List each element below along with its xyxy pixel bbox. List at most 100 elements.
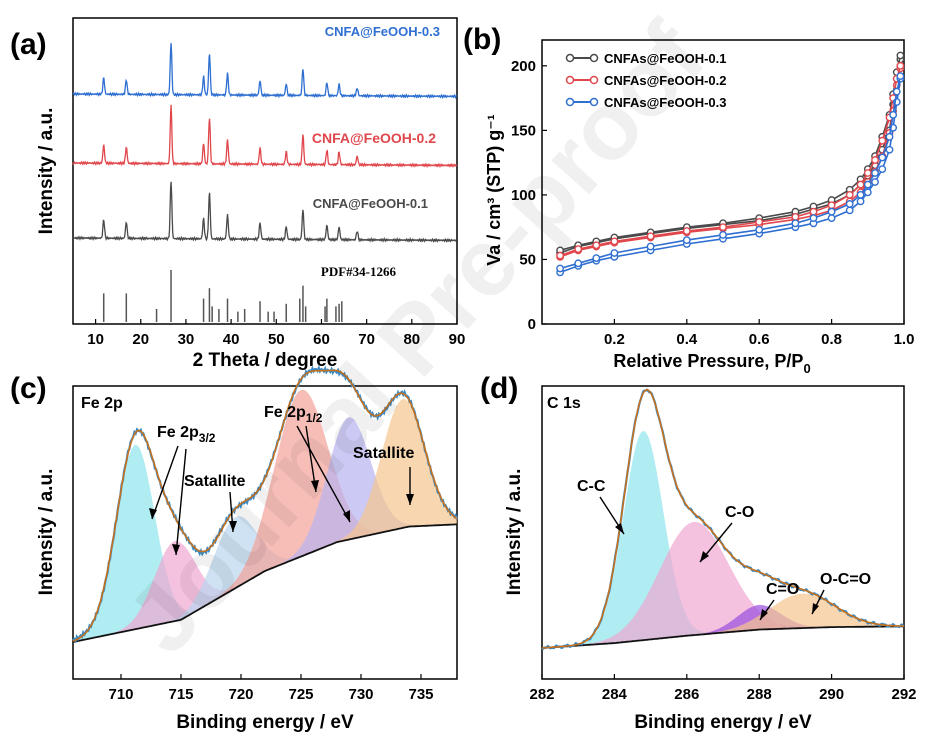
panel-d-frame: [541, 385, 905, 680]
legend-marker-0.1: [565, 53, 575, 63]
isotherm-point: [863, 169, 872, 177]
panel-d-xtick-label: 290: [819, 686, 844, 703]
reference-pdf-label: PDF#34-1266: [321, 264, 397, 279]
isotherm-point: [827, 207, 836, 216]
panel-d-letter: (d): [480, 372, 518, 405]
panel-d-xlabel: Binding energy / eV: [634, 712, 812, 733]
panel-c-ylabel: Intensity / a.u.: [36, 469, 57, 596]
isotherm-point: [856, 191, 865, 199]
isotherm-point: [610, 249, 619, 257]
annotation-oco: O-C=O: [820, 571, 871, 588]
panel-a-xtick-label: 40: [223, 331, 240, 348]
panel-d-xtick-label: 282: [529, 686, 554, 703]
panel-d-arrowheads: [615, 523, 819, 620]
arrowhead: [760, 609, 768, 620]
isotherm-point: [755, 218, 764, 226]
isotherm-point: [809, 214, 818, 223]
isotherm-point: [871, 178, 879, 186]
xps-background-line: [72, 523, 458, 643]
xrd-line-CNFA@FeOOH-0.2: [72, 104, 458, 169]
isotherm-point: [878, 136, 887, 145]
annotation-satellite-2: Satallite: [353, 445, 414, 462]
arrowhead: [311, 480, 319, 492]
panel-d-xtick-label: 284: [602, 686, 628, 703]
panel-b-ytick-label: 100: [511, 187, 536, 204]
isotherm-point: [885, 132, 894, 141]
panel-b-xtick-label: 0.8: [821, 331, 842, 348]
xps-component-Fe-2p3-2: [114, 541, 236, 634]
arrowhead: [149, 508, 157, 519]
panel-a-xlabel: 2 Theta / degree: [193, 350, 338, 371]
panel-c-xtick-label: 720: [228, 686, 253, 703]
isotherm-point: [791, 212, 800, 221]
arrow-fe32-sub: [175, 448, 187, 556]
panel-c-arrows: [151, 425, 411, 556]
legend-cnfa-0.2: CNFA@FeOOH-0.2: [312, 130, 436, 146]
panel-a-frame: [72, 17, 458, 325]
panel-b-isotherm: 0.2 0.4 0.6 0.8 1.0 0 50 100 150 200 (b) Va / cm³…: [463, 23, 914, 376]
isotherm-point: [719, 223, 727, 232]
isotherm-point: [896, 61, 905, 70]
isotherm-point: [682, 227, 691, 235]
xps-component-Fe-2p1-2-main: [216, 389, 386, 600]
isotherm-point: [556, 264, 564, 273]
isotherm-point: [646, 232, 655, 241]
legend-marker-0.1b: [589, 53, 599, 63]
panel-c-title: Fe 2p: [81, 395, 123, 412]
panel-c-xtick-label: 735: [408, 686, 433, 703]
panel-a-xtick-label: 30: [178, 331, 195, 348]
isotherm-point: [878, 165, 887, 173]
panel-a-xtick-label: 80: [403, 331, 420, 348]
panel-a-xtick-label: 70: [358, 331, 375, 348]
arrow-fe12-sub: [296, 425, 351, 523]
panel-b-frame: [541, 39, 905, 325]
panel-b-xlabel: Relative Pressure, P/P0: [613, 351, 810, 376]
isotherm-point: [809, 207, 818, 216]
arrowhead: [343, 510, 350, 522]
isotherm-point: [878, 153, 887, 162]
annotation-satellite-1: Satallite: [184, 473, 245, 490]
isotherm-point: [871, 156, 879, 164]
panel-b-ytick-label: 0: [528, 316, 536, 333]
panel-b-xtick-label: 0.6: [749, 331, 770, 348]
isotherm-point: [610, 237, 619, 246]
panel-a-letter: (a): [10, 28, 47, 61]
panel-c-fe2p: 710 715 720 725 730 735 (c) Fe 2p Intensity /…: [10, 364, 459, 733]
panel-a-xtick-label: 50: [268, 331, 285, 348]
panel-c-xlabel: Binding energy / eV: [176, 712, 354, 733]
isotherm-point: [791, 219, 800, 228]
legend-label-0.3: CNFAs@FeOOH-0.3: [604, 95, 726, 110]
isotherm-point: [719, 231, 727, 239]
panel-c-xtick-label: 715: [168, 686, 193, 703]
panel-a-xrd: 10 20 30 40 50 60 70 80 90 (a) Intensity / a.u. …: [10, 17, 465, 371]
xps-envelope-line: [541, 388, 904, 649]
legend-label-0.2: CNFAs@FeOOH-0.2: [604, 73, 726, 88]
legend-marker-0.3: [565, 97, 575, 107]
panel-b-xtick-label: 0.2: [604, 331, 625, 348]
panel-c-frame: [72, 385, 458, 680]
annotation-co: C-O: [725, 504, 754, 521]
isotherm-point: [892, 87, 901, 96]
isotherm-point: [592, 254, 601, 263]
xps-component-Satallite: [335, 399, 457, 543]
panel-a-ylabel: Intensity / a.u.: [36, 108, 57, 235]
panel-b-xtick-label: 0.4: [676, 331, 698, 348]
isotherm-desorption-line: [559, 65, 902, 257]
panel-d-title: C 1s: [547, 395, 581, 412]
isotherm-point: [856, 197, 865, 206]
arrow-fe32-main: [151, 445, 179, 520]
isotherm-point: [592, 241, 601, 250]
isotherm-point: [574, 245, 583, 254]
isotherm-point: [845, 206, 854, 215]
isotherm-point: [889, 110, 898, 119]
arrowhead: [229, 521, 237, 532]
panel-b-legend: CNFAs@FeOOH-0.1 CNFAs@FeOOH-0.2 CNFAs@Fe…: [565, 51, 726, 110]
annotation-cc: C-C: [577, 478, 606, 495]
legend-cnfa-0.3: CNFA@FeOOH-0.3: [325, 24, 440, 39]
panel-d-xtick-label: 286: [674, 686, 699, 703]
isotherm-point: [827, 214, 836, 223]
xps-component-Satallite: [171, 516, 299, 622]
xps-raw-data-line: [72, 364, 459, 644]
isotherm-point: [755, 225, 764, 234]
legend-marker-0.2: [565, 75, 575, 85]
